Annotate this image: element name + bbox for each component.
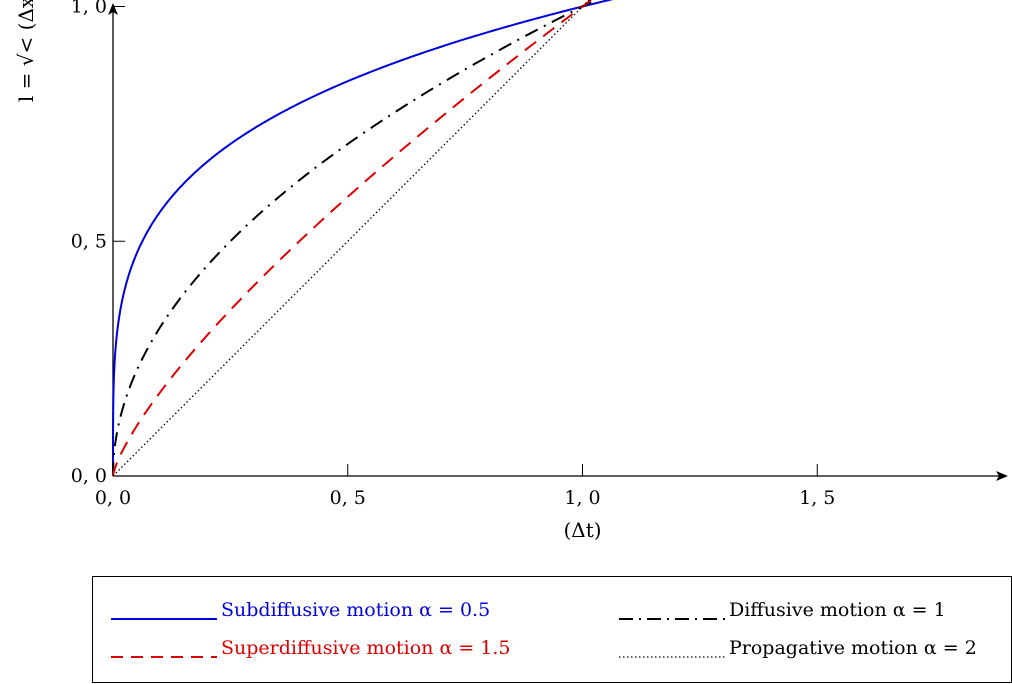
legend-label-subdiffusive: Subdiffusive motion α = 0.5	[221, 599, 491, 621]
legend-item-propagative: Propagative motion α = 2	[619, 633, 977, 663]
legend-item-diffusive: Diffusive motion α = 1	[619, 595, 946, 625]
legend-label-diffusive: Diffusive motion α = 1	[729, 599, 946, 621]
legend-swatch-diffusive	[619, 607, 725, 620]
legend-swatch-subdiffusive	[111, 607, 217, 620]
legend-swatch-propagative	[619, 645, 725, 658]
x-axis-ticks: 0, 0 0, 5 1, 0 1, 5	[95, 464, 835, 509]
series-line-dashed	[112, 0, 593, 477]
y-tick-label: 0, 0	[71, 465, 107, 487]
series-lines	[112, 0, 614, 477]
x-tick-label: 0, 5	[330, 487, 366, 509]
legend-item-superdiffusive: Superdiffusive motion α = 1.5	[111, 633, 511, 663]
x-tick-label: 0, 0	[95, 487, 131, 509]
y-axis-ticks: 0, 00, 51, 01, 5	[71, 0, 125, 487]
legend-label-propagative: Propagative motion α = 2	[729, 637, 977, 659]
series-line-dotted	[112, 0, 590, 477]
series-line-dash-dot	[112, 0, 598, 477]
legend-item-subdiffusive: Subdiffusive motion α = 0.5	[111, 595, 490, 625]
chart-plot: 0, 0 0, 5 1, 0 1, 5 0, 0 0, 5 1, 0 1, 5 (Δt) l…	[14, 0, 1008, 542]
x-tick-label: 1, 0	[564, 487, 600, 509]
series-line-solid	[112, 0, 614, 477]
legend: Subdiffusive motion α = 0.5 Superdiffusi…	[92, 576, 1012, 683]
y-axis-label: l = √< (Δx)² >	[14, 0, 38, 102]
y-tick-label: 0, 5	[71, 230, 107, 252]
legend-label-superdiffusive: Superdiffusive motion α = 1.5	[221, 637, 511, 659]
x-tick-label: 1, 5	[799, 487, 835, 509]
legend-swatch-superdiffusive	[111, 645, 217, 658]
y-tick-label: 1, 0	[71, 0, 107, 18]
x-axis-label: (Δt)	[563, 518, 601, 542]
